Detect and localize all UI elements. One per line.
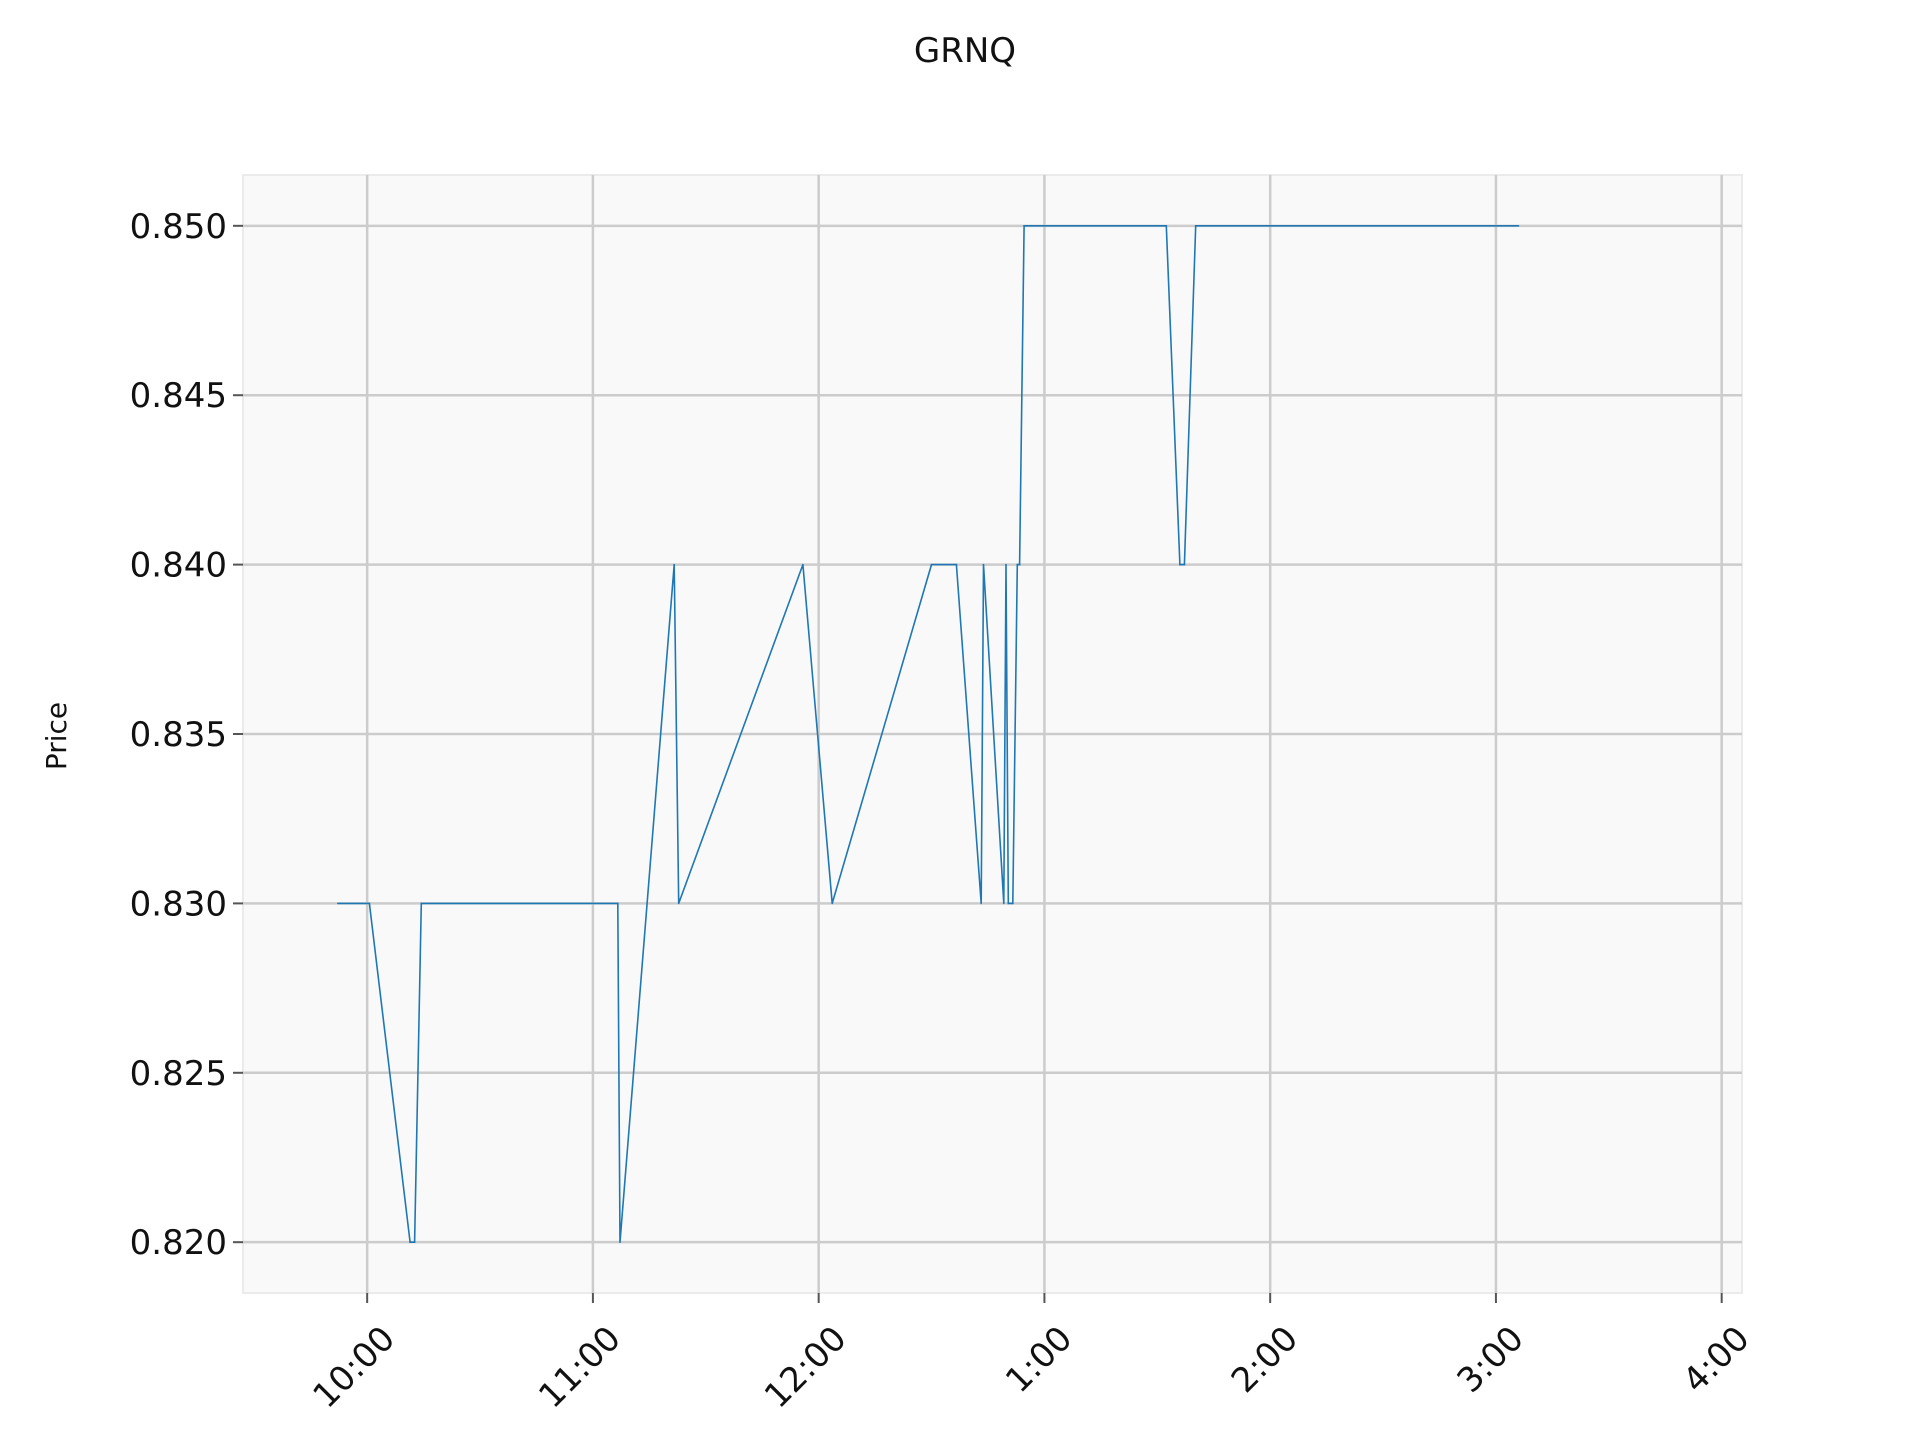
- data-point: [619, 1241, 621, 1243]
- data-point: [337, 902, 339, 905]
- data-point: [1005, 563, 1007, 566]
- series-layer: [337, 225, 1520, 1243]
- y-tick-label: 0.825: [130, 1054, 227, 1094]
- data-point: [413, 1241, 416, 1243]
- data-point: [1002, 902, 1005, 905]
- data-point: [1007, 902, 1010, 905]
- series-line-grnq: [337, 225, 1519, 1243]
- data-point: [616, 902, 619, 905]
- y-tick-label: 0.830: [130, 884, 227, 924]
- data-point: [368, 902, 371, 905]
- y-tick-label: 0.845: [130, 376, 227, 416]
- data-point: [1183, 563, 1186, 566]
- y-tick-label: 0.840: [130, 546, 227, 586]
- data-point: [1025, 225, 1028, 227]
- data-point: [1018, 563, 1021, 566]
- grid: [243, 175, 1742, 1293]
- data-point: [1016, 563, 1019, 566]
- data-point: [677, 902, 680, 905]
- data-point: [409, 1241, 411, 1243]
- chart-title: GRNQ: [914, 31, 1016, 71]
- data-point: [1165, 225, 1168, 227]
- data-point: [1517, 225, 1520, 227]
- data-point: [1012, 902, 1014, 905]
- data-point: [955, 563, 958, 566]
- y-tick-label: 0.820: [130, 1223, 227, 1263]
- y-axis-label: Price: [40, 702, 73, 770]
- data-point: [802, 563, 804, 566]
- data-point: [930, 563, 933, 566]
- data-point: [982, 563, 985, 566]
- y-tick-label: 0.850: [130, 207, 227, 247]
- data-point: [980, 902, 983, 905]
- data-point: [831, 902, 834, 905]
- y-tick-label: 0.835: [130, 715, 227, 755]
- data-point: [1179, 563, 1181, 566]
- data-point: [1023, 225, 1025, 227]
- data-point: [673, 563, 675, 566]
- data-point: [420, 902, 423, 905]
- data-point: [1194, 225, 1197, 227]
